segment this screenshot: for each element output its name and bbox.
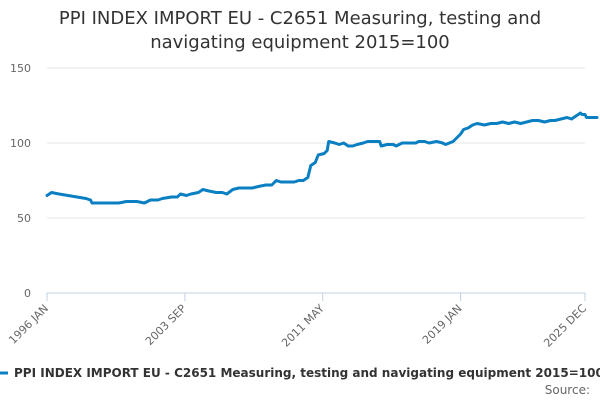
y-tick-label: 0 xyxy=(24,287,31,300)
y-tick-label: 50 xyxy=(17,212,31,225)
x-tick-label: 2011 MAY xyxy=(279,302,327,350)
chart-title-line-1: PPI INDEX IMPORT EU - C2651 Measuring, t… xyxy=(59,8,541,29)
series-line[interactable] xyxy=(45,111,599,205)
x-tick-label: 1996 JAN xyxy=(6,302,51,347)
x-tick-label: 2019 JAN xyxy=(420,302,465,347)
grid xyxy=(47,67,585,294)
legend-label[interactable]: PPI INDEX IMPORT EU - C2651 Measuring, t… xyxy=(14,366,600,380)
axes: 0 50 100 150 1996 JAN 2003 SEP 2011 MAY 2019 JA… xyxy=(6,62,589,350)
legend[interactable]: PPI INDEX IMPORT EU - C2651 Measuring, t… xyxy=(0,366,600,380)
y-tick-label: 150 xyxy=(10,62,31,75)
x-tick-label: 2025 DEC xyxy=(541,302,589,350)
y-tick-label: 100 xyxy=(10,137,31,150)
x-tick-label: 2003 SEP xyxy=(143,302,189,348)
chart-title-line-2: navigating equipment 2015=100 xyxy=(150,32,450,53)
source-label: Source: xyxy=(545,383,590,397)
series-layer xyxy=(45,111,599,205)
